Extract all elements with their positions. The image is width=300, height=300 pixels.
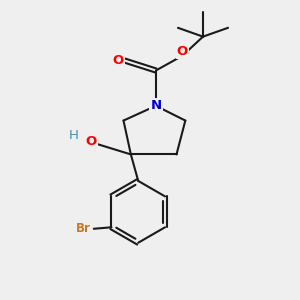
Text: O: O — [112, 54, 124, 67]
Text: Br: Br — [76, 222, 91, 235]
Text: H: H — [68, 129, 78, 142]
Text: O: O — [85, 135, 97, 148]
Text: O: O — [177, 45, 188, 58]
Text: N: N — [150, 99, 161, 112]
